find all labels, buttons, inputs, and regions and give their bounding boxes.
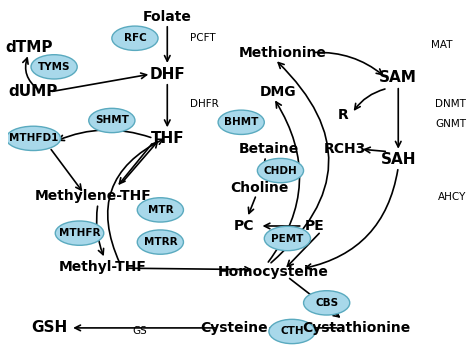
Text: AHCY: AHCY	[438, 192, 466, 202]
Text: RFC: RFC	[124, 33, 146, 43]
Text: dUMP: dUMP	[9, 84, 58, 99]
Text: Methionine: Methionine	[239, 46, 327, 60]
Text: GS: GS	[132, 326, 147, 336]
Text: CTH: CTH	[280, 326, 304, 336]
Text: Methylene-THF: Methylene-THF	[35, 188, 152, 202]
Text: MTHFR: MTHFR	[59, 228, 100, 238]
Text: SAH: SAH	[381, 152, 416, 167]
Ellipse shape	[137, 230, 183, 254]
Ellipse shape	[31, 55, 77, 79]
Text: MTRR: MTRR	[144, 237, 177, 247]
Text: PEMT: PEMT	[271, 233, 303, 243]
Text: GSH: GSH	[31, 321, 68, 335]
Text: MTR: MTR	[147, 205, 173, 215]
Text: DHFR: DHFR	[191, 99, 219, 109]
Text: DNMT: DNMT	[435, 99, 466, 109]
Text: PE: PE	[305, 219, 325, 233]
Text: Cysteine: Cysteine	[201, 321, 268, 335]
Text: DHF: DHF	[149, 66, 185, 81]
Ellipse shape	[303, 291, 350, 315]
Ellipse shape	[264, 226, 310, 251]
Text: Choline: Choline	[230, 181, 289, 195]
Text: BHMT: BHMT	[224, 117, 258, 127]
Ellipse shape	[137, 198, 183, 222]
Text: R: R	[337, 108, 348, 122]
Text: THF: THF	[150, 131, 184, 146]
Text: DMG: DMG	[260, 85, 296, 99]
Text: GNMT: GNMT	[435, 119, 466, 129]
Text: Homocysteine: Homocysteine	[218, 265, 329, 279]
Text: PCFT: PCFT	[191, 33, 216, 43]
Text: RCH3: RCH3	[324, 142, 366, 156]
Text: TYMS: TYMS	[38, 62, 70, 72]
Text: SAM: SAM	[379, 70, 417, 85]
Text: Methyl-THF: Methyl-THF	[59, 260, 146, 274]
Text: Betaine: Betaine	[239, 142, 299, 156]
Text: SHMT: SHMT	[95, 116, 129, 126]
Ellipse shape	[257, 158, 303, 183]
Text: MAT: MAT	[430, 41, 452, 50]
Text: PC: PC	[233, 219, 254, 233]
Text: dTMP: dTMP	[5, 40, 53, 55]
Ellipse shape	[6, 126, 61, 150]
Ellipse shape	[112, 26, 158, 50]
Ellipse shape	[55, 221, 104, 245]
Text: MTHFD1: MTHFD1	[9, 134, 58, 143]
Text: Cystathionine: Cystathionine	[302, 321, 411, 335]
Text: CHDH: CHDH	[264, 165, 297, 176]
Ellipse shape	[89, 108, 135, 133]
Text: CBS: CBS	[315, 298, 338, 308]
Ellipse shape	[218, 110, 264, 134]
Ellipse shape	[269, 319, 315, 344]
Text: Folate: Folate	[143, 10, 191, 24]
